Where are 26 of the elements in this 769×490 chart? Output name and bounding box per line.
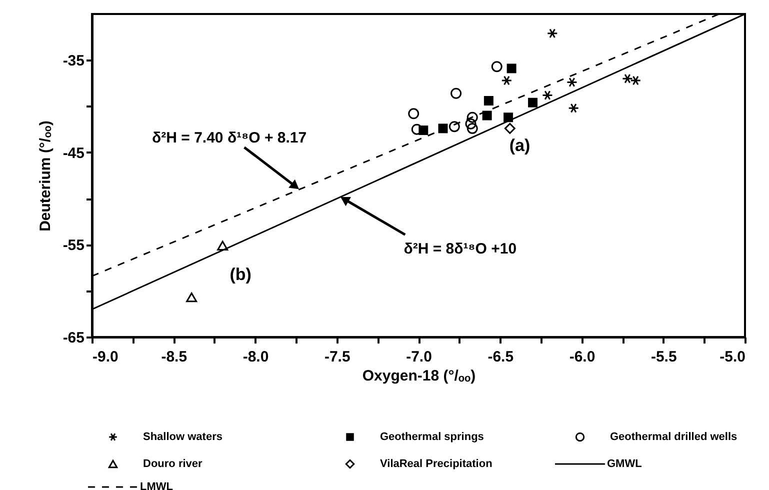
x-tick-label: -9.0 [92,348,118,366]
x-tick-label: -6.5 [488,348,514,366]
y-tick-label: -45 [62,144,84,162]
annotation: δ²H = 7.40 δ¹⁸O + 8.17 [152,129,307,146]
y-tick-label: -55 [62,237,84,254]
legend-label: Geothermal springs [380,431,484,443]
x-tick-label: -7.5 [324,348,350,366]
legend-label: Douro river [143,458,204,470]
annotation: δ²H = 8δ¹⁸O +10 [404,240,517,258]
y-axis-title: Deuterium (°/ₒₒ) [36,120,54,232]
x-tick-label: -6.0 [569,348,596,366]
x-tick-label: -5.0 [720,348,746,366]
x-tick-label: -5.5 [650,348,677,366]
legend-label: Geothermal drilled wells [610,431,738,443]
x-tick-label: -8.5 [161,348,188,366]
legend-label: Shallow waters [143,431,222,443]
y-tick-label: -35 [62,52,84,70]
legend-label: LMWL [140,481,174,490]
legend-label: GMWL [607,458,642,470]
legend-label: VilaReal Precipitation [380,458,493,470]
x-tick-label: -7.0 [406,348,432,366]
y-tick-label: -65 [62,330,84,346]
annotation: (a) [509,136,530,155]
x-axis-title: Oxygen-18 (°/ₒₒ) [362,368,476,384]
x-tick-label: -8.0 [242,348,269,366]
annotation: (b) [230,265,252,284]
